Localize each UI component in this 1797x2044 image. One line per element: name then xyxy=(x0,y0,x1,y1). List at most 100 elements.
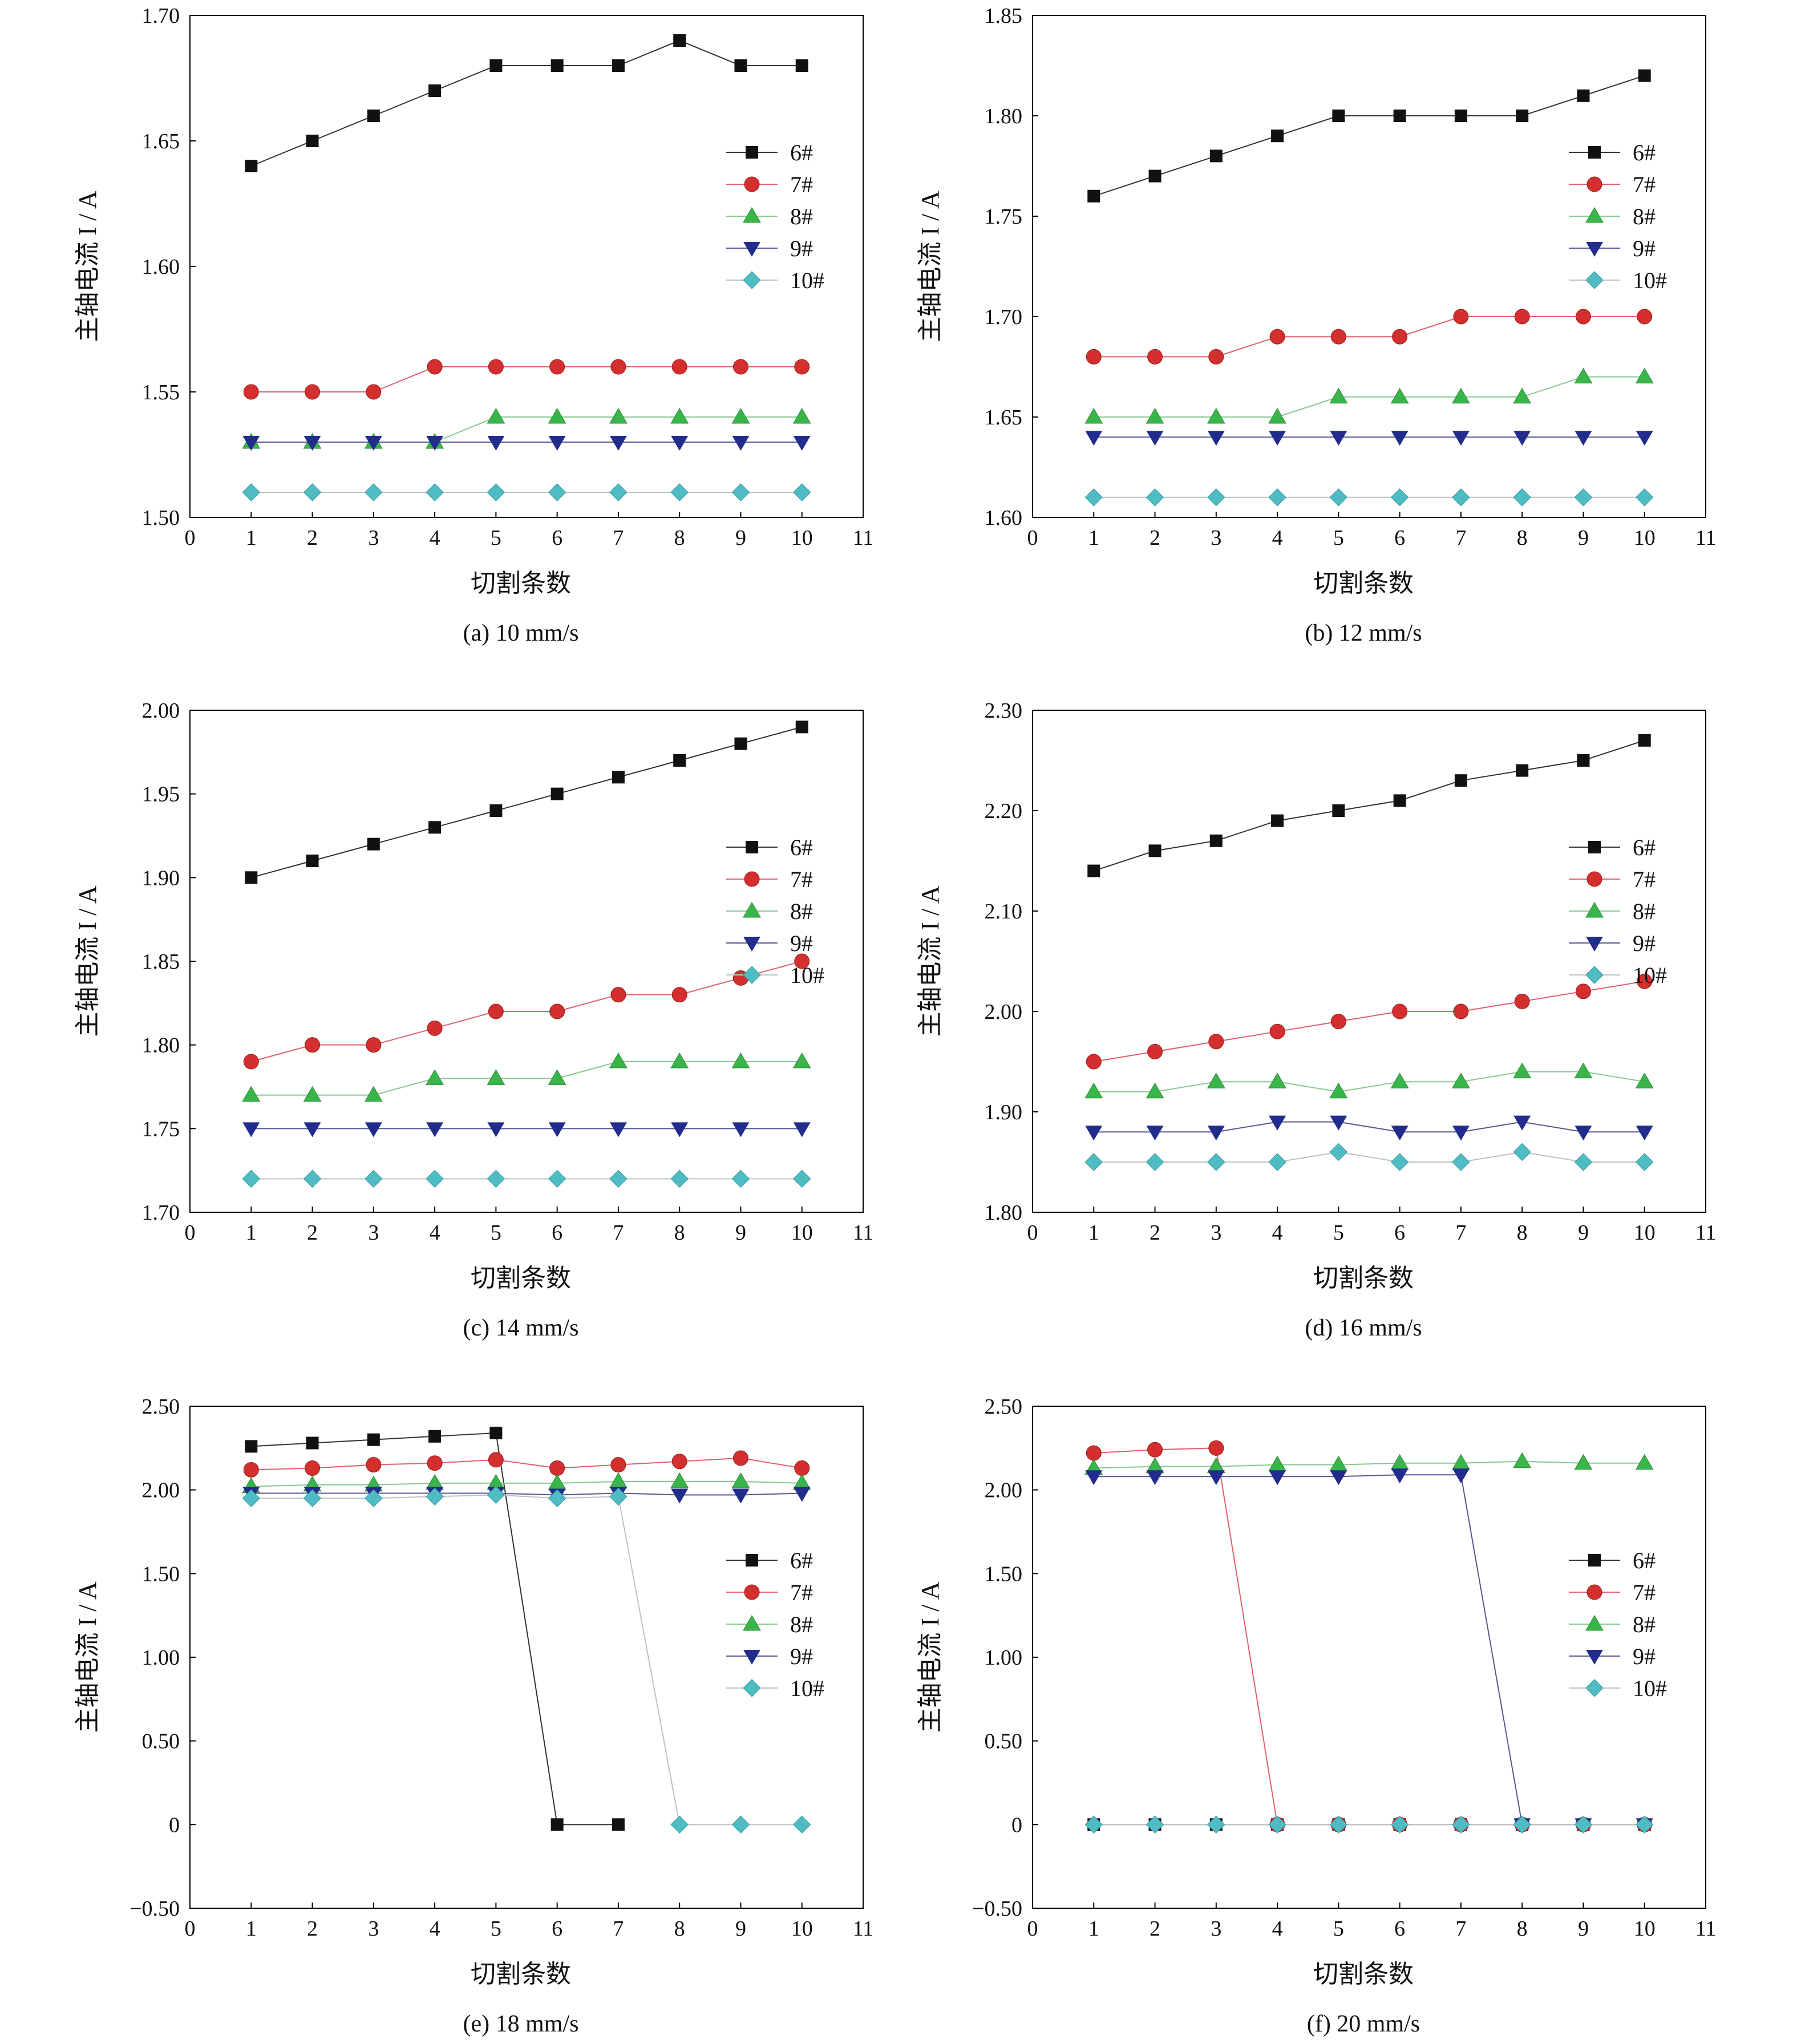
data-point xyxy=(1390,1454,1409,1470)
data-point xyxy=(670,1472,689,1488)
legend-marker xyxy=(1586,1650,1603,1665)
data-point xyxy=(1636,1153,1654,1171)
data-point xyxy=(1208,349,1224,365)
y-tick-label: 1.95 xyxy=(142,783,180,807)
legend-marker xyxy=(1588,146,1601,159)
y-axis-label: 主轴电流 I / A xyxy=(74,885,102,1037)
data-point xyxy=(1513,1452,1532,1468)
data-point xyxy=(1207,431,1225,446)
x-tick-label: 10 xyxy=(1634,1221,1656,1245)
data-point xyxy=(549,1003,565,1019)
data-point xyxy=(1146,1082,1164,1099)
data-point xyxy=(242,1169,260,1188)
data-point xyxy=(1574,1062,1593,1079)
legend: 6# 7# 8# 9# 10# xyxy=(726,140,824,293)
x-tick-label: 1 xyxy=(246,1221,257,1245)
series-6 xyxy=(1087,734,1651,877)
data-point xyxy=(1086,1445,1102,1461)
data-point xyxy=(1638,734,1651,747)
legend-marker xyxy=(1585,207,1604,223)
data-point xyxy=(792,407,811,424)
legend-label: 9# xyxy=(790,236,813,261)
x-tick-label: 6 xyxy=(1394,1917,1405,1941)
data-point xyxy=(1087,189,1100,203)
data-point xyxy=(1209,834,1223,847)
legend-label: 10# xyxy=(790,268,824,293)
data-point xyxy=(1575,309,1591,325)
x-tick-label: 0 xyxy=(185,1221,196,1245)
data-point xyxy=(732,1450,748,1466)
data-point xyxy=(795,721,808,734)
legend: 6# 7# 8# 9# 10# xyxy=(1569,140,1667,293)
x-tick-label: 4 xyxy=(1272,1917,1283,1941)
data-point xyxy=(609,1169,628,1188)
series-10 xyxy=(242,1486,811,1834)
legend-label: 6# xyxy=(790,1548,813,1573)
data-point xyxy=(1452,1126,1470,1141)
data-point xyxy=(612,1818,625,1831)
x-axis-label: 切割条数 xyxy=(1313,1960,1414,1988)
y-tick-label: −0.50 xyxy=(129,1897,180,1921)
legend-label: 8# xyxy=(790,204,813,229)
legend-label: 8# xyxy=(1633,898,1656,924)
data-point xyxy=(670,1815,689,1834)
x-tick-label: 3 xyxy=(368,1917,379,1941)
y-tick-label: 2.30 xyxy=(985,699,1023,723)
x-tick-label: 9 xyxy=(1578,1221,1589,1245)
x-tick-label: 6 xyxy=(552,1917,562,1941)
data-point xyxy=(1574,1454,1593,1470)
data-point xyxy=(303,436,321,451)
data-point xyxy=(242,1086,261,1102)
data-point xyxy=(1330,1470,1347,1486)
x-tick-label: 7 xyxy=(1455,1917,1466,1941)
data-point xyxy=(1087,864,1100,877)
data-point xyxy=(489,1426,503,1439)
data-point xyxy=(1268,407,1286,424)
data-point xyxy=(305,384,321,400)
legend-label: 7# xyxy=(790,1580,813,1605)
data-point xyxy=(427,359,443,375)
data-point xyxy=(1390,1072,1409,1088)
data-point xyxy=(367,1433,380,1446)
data-point xyxy=(367,837,380,851)
x-tick-label: 7 xyxy=(613,526,624,550)
data-point xyxy=(243,384,259,400)
series-line xyxy=(250,39,802,167)
series-9 xyxy=(1085,1115,1653,1141)
data-point xyxy=(1330,1115,1347,1131)
y-tick-label: 1.80 xyxy=(985,1201,1023,1225)
legend-marker xyxy=(744,176,760,192)
y-tick-label: 1.50 xyxy=(985,1562,1023,1586)
data-point xyxy=(305,1037,321,1053)
series-8 xyxy=(242,1052,811,1102)
y-axis-label: 主轴电流 I / A xyxy=(74,1581,102,1733)
series-line xyxy=(1093,739,1645,872)
x-tick-label: 7 xyxy=(1455,526,1466,550)
legend-marker xyxy=(1586,176,1602,192)
x-tick-label: 3 xyxy=(1211,1917,1221,1941)
series-9 xyxy=(242,436,811,451)
data-point xyxy=(734,737,747,750)
data-point xyxy=(1148,169,1161,183)
y-tick-label: 1.90 xyxy=(142,866,180,890)
x-tick-label: 3 xyxy=(368,526,379,550)
data-point xyxy=(1574,1815,1593,1834)
series-9 xyxy=(1085,1468,1653,1833)
plot-frame xyxy=(1032,15,1706,518)
data-point xyxy=(1329,1082,1348,1099)
data-point xyxy=(489,804,503,817)
data-point xyxy=(1575,431,1592,446)
data-point xyxy=(610,987,626,1003)
x-tick-label: 7 xyxy=(613,1221,624,1245)
y-tick-label: 0 xyxy=(1011,1813,1022,1837)
data-point xyxy=(1516,764,1529,777)
legend-marker xyxy=(743,1679,761,1697)
panel-caption: (d) 16 mm/s xyxy=(1305,1315,1422,1341)
data-point xyxy=(1208,1034,1224,1050)
y-axis-label: 主轴电流 I / A xyxy=(916,191,944,342)
data-point xyxy=(1577,89,1590,102)
data-point xyxy=(549,1460,565,1476)
data-point xyxy=(670,483,689,501)
